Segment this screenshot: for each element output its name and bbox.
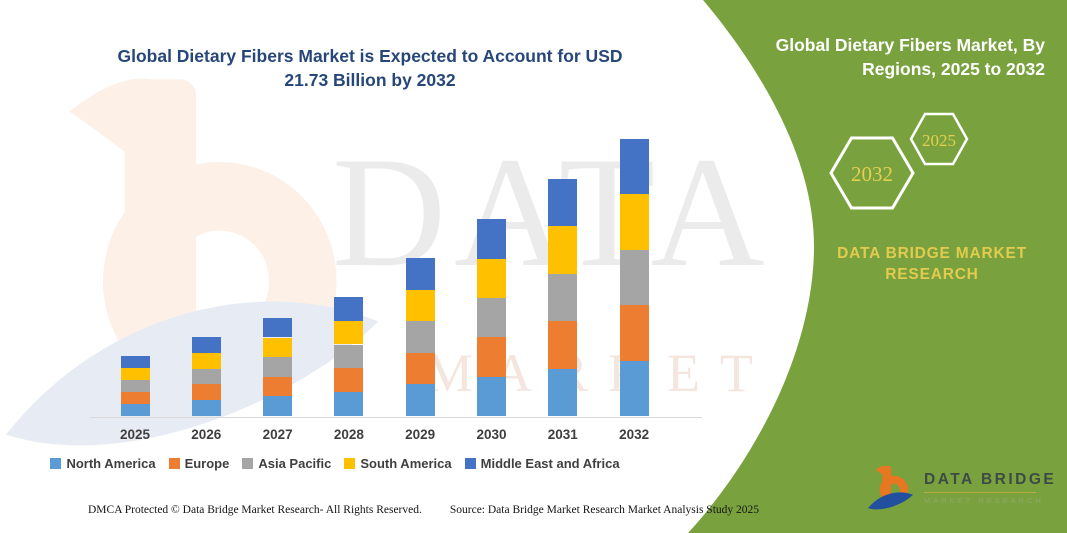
bar-segment-2031-south-america [548, 226, 578, 274]
bar-segment-2026-north-america [191, 400, 221, 416]
x-axis-label-2031: 2031 [547, 427, 578, 442]
bar-segment-2030-europe [477, 337, 506, 377]
x-axis-line [90, 417, 702, 418]
bar-segment-2031-middle-east-and-africa [548, 179, 578, 227]
legend-item-asia-pacific: Asia Pacific [242, 456, 331, 471]
x-axis-label-2029: 2029 [405, 427, 436, 442]
data-bridge-logo-mark-icon [868, 465, 914, 510]
bar-segment-2026-south-america [191, 352, 221, 369]
legend-label: Asia Pacific [258, 456, 332, 471]
x-axis-label-2025: 2025 [119, 427, 151, 442]
legend-label: Europe [184, 456, 230, 471]
chart-title: Global Dietary Fibers Market is Expected… [117, 46, 623, 90]
x-axis-label-2026: 2026 [191, 427, 222, 442]
legend-label: North America [66, 456, 156, 471]
logo-subtitle: MARKET RESEARCH [924, 496, 1044, 505]
bar-segment-2027-south-america [263, 337, 293, 358]
bar-segment-2032-europe [619, 305, 649, 361]
hexagon-2032-icon [829, 136, 915, 210]
bar-segment-2025-europe [120, 392, 150, 404]
bar-segment-2032-north-america [619, 360, 649, 416]
logo-divider [924, 492, 1036, 493]
bar-segment-2030-middle-east-and-africa [477, 219, 506, 259]
bar-segment-2026-middle-east-and-africa [191, 337, 221, 353]
bar-segment-2028-asia-pacific [334, 344, 364, 369]
bar-segment-2026-europe [191, 384, 221, 401]
chart-legend: North America Europe Asia Pacific South Ame… [50, 456, 620, 471]
bar-segment-2027-asia-pacific [263, 357, 293, 377]
legend-item-europe: Europe [168, 456, 230, 471]
data-bridge-logo-text-block: DATA BRIDGE MARKET RESEARCH [924, 471, 1056, 505]
hexagon-2025-icon [909, 112, 969, 166]
bar-segment-2026-asia-pacific [191, 368, 221, 385]
bar-segment-2028-north-america [334, 392, 364, 416]
bar-segment-2032-south-america [619, 194, 649, 250]
x-axis-label-2027: 2027 [262, 427, 293, 442]
bar-segment-2028-south-america [334, 320, 364, 345]
legend-swatch-icon [168, 458, 180, 469]
bar-segment-2029-middle-east-and-africa [405, 258, 435, 290]
brand-text: DATA BRIDGE MARKET RESEARCH [837, 245, 1027, 283]
legend-label: Middle East and Africa [480, 456, 620, 471]
legend-item-middle-east-and-africa: Middle East and Africa [464, 456, 620, 471]
legend-swatch-icon [50, 458, 62, 469]
bar-segment-2029-north-america [405, 384, 435, 416]
bar-segment-2029-europe [405, 352, 435, 385]
bar-segment-2032-asia-pacific [619, 249, 649, 306]
bar-segment-2030-north-america [477, 376, 506, 416]
bar-segment-2025-north-america [120, 404, 150, 416]
bar-segment-2031-europe [548, 321, 578, 369]
bar-segment-2027-middle-east-and-africa [263, 317, 293, 338]
logo-title: DATA BRIDGE [924, 471, 1057, 488]
bar-segment-2025-south-america [120, 368, 150, 381]
legend-swatch-icon [344, 458, 356, 469]
side-panel-title: Global Dietary Fibers Market, By Regions… [775, 35, 1045, 79]
x-axis-label-2028: 2028 [333, 427, 364, 442]
green-panel-shape [688, 0, 1067, 533]
bar-segment-2032-middle-east-and-africa [619, 138, 649, 195]
bar-segment-2031-asia-pacific [548, 273, 578, 322]
bar-segment-2031-north-america [548, 368, 578, 416]
legend-label: South America [360, 456, 452, 471]
legend-swatch-icon [242, 458, 254, 469]
bar-segment-2028-europe [334, 368, 364, 393]
legend-swatch-icon [464, 458, 476, 469]
bar-segment-2030-south-america [477, 258, 506, 298]
bar-segment-2027-north-america [263, 396, 293, 416]
bar-segment-2029-south-america [405, 289, 435, 322]
footer-source-text: Source: Data Bridge Market Research Mark… [449, 504, 760, 516]
bar-segment-2025-middle-east-and-africa [120, 356, 150, 369]
hexagon-2032-label: 2032 [851, 162, 893, 186]
bar-segment-2025-asia-pacific [120, 380, 150, 393]
bar-segment-2030-asia-pacific [477, 297, 506, 338]
hexagon-2025-label: 2025 [922, 131, 956, 150]
bar-segment-2029-asia-pacific [405, 321, 435, 353]
legend-item-south-america: South America [344, 456, 452, 471]
legend-item-north-america: North America [50, 456, 156, 471]
footer-dmca-text: DMCA Protected © Data Bridge Market Rese… [88, 504, 422, 516]
x-axis-label-2030: 2030 [476, 427, 507, 442]
data-bridge-logo: DATA BRIDGE MARKET RESEARCH [868, 462, 1056, 514]
bar-segment-2027-europe [263, 376, 293, 397]
bar-segment-2028-middle-east-and-africa [334, 296, 364, 321]
footer: DMCA Protected © Data Bridge Market Rese… [88, 504, 759, 516]
x-axis-label-2032: 2032 [619, 427, 650, 442]
